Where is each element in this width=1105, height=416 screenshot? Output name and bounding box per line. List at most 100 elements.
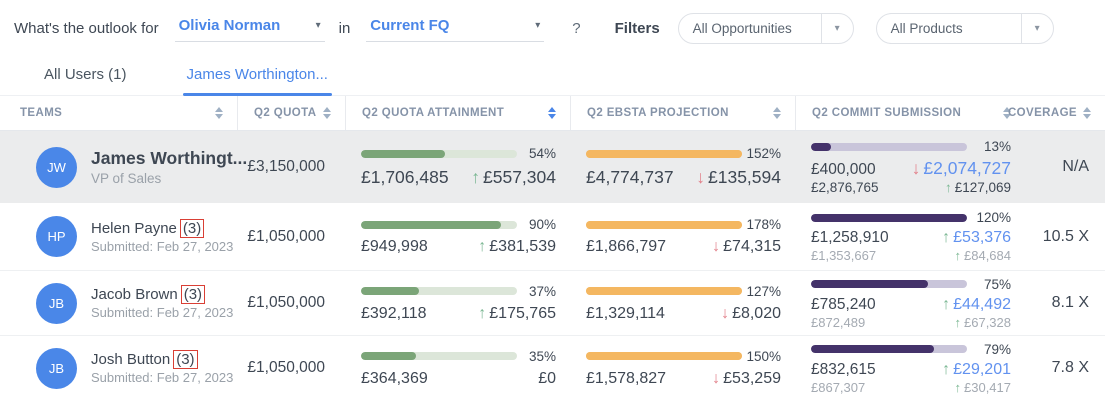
q2-commit-submission-cell: 120% £1,258,910 ↑ £53,376 £1,353,667 ↑ £84… [795,210,1025,263]
projection-delta: £8,020 [732,304,781,322]
tab-james-worthington[interactable]: James Worthington... [182,66,333,96]
opportunities-filter[interactable]: All Opportunities ▾ [677,12,854,44]
member-subtitle: Submitted: Feb 27, 2023 [91,305,234,320]
projection-delta: £135,594 [708,167,781,187]
commit-secondary-value: £2,876,765 [811,180,879,195]
arrow-up-icon: ↑ [954,379,962,395]
arrow-up-icon: ↑ [954,314,962,330]
projection-progress-bar [586,287,742,295]
attainment-percent: 90% [528,217,556,232]
team-cell: JB Josh Button (3) Submitted: Feb 27, 202… [0,347,237,389]
column-header-q2-quota[interactable]: Q2 Quota [237,96,345,130]
coverage-value: 8.1 X [1051,294,1089,311]
arrow-down-icon: ↓ [911,158,921,178]
commit-secondary-delta: £67,328 [964,314,1011,330]
commit-secondary-value: £867,307 [811,379,866,395]
commit-secondary-delta: £127,069 [954,180,1011,195]
submission-count-annotation: (3) [173,350,198,369]
attainment-percent: 35% [528,348,556,364]
avatar: JW [36,146,77,188]
avatar: JB [36,282,77,324]
projection-value: £4,774,737 [586,167,674,187]
column-header-q2-quota-attainment[interactable]: Q2 Quota Attainment [345,96,570,130]
team-cell: HP Helen Payne (3) Submitted: Feb 27, 202… [0,216,237,257]
attainment-value: £392,118 [361,304,427,322]
user-select-value: Olivia Norman [178,16,281,34]
commit-percent: 79% [983,341,1011,357]
commit-value: £832,615 [811,360,876,378]
projection-value: £1,329,114 [586,304,665,322]
attainment-delta: £381,539 [489,238,556,255]
commit-percent: 13% [983,139,1011,154]
commit-progress-bar [811,345,967,353]
outlook-question-prefix: What's the outlook for [14,19,159,37]
chevron-down-icon: ▾ [834,22,840,34]
column-header-q2-commit-submission[interactable]: Q2 Commit Submission [795,96,1025,130]
arrow-down-icon: ↓ [696,167,705,187]
commit-delta: £29,201 [953,360,1011,378]
question-mark: ? [572,19,581,37]
commit-delta: £53,376 [953,229,1011,246]
attainment-value: £949,998 [361,238,428,255]
submission-count-annotation: (3) [179,218,205,238]
q2-quota-attainment-cell: 35% £364,369 £0 [345,349,570,388]
attainment-percent: 54% [528,146,556,161]
arrow-up-icon: ↑ [478,304,487,322]
q2-quota-value: £1,050,000 [247,227,325,245]
attainment-progress-bar [361,287,517,295]
in-label: in [338,19,351,37]
q2-commit-submission-cell: 79% £832,615 ↑ £29,201 £867,307 ↑ £30,417 [795,342,1025,395]
table-row[interactable]: JB Josh Button (3) Submitted: Feb 27, 202… [0,335,1105,400]
period-select[interactable]: Current FQ ▾ [366,15,545,42]
chevron-down-icon: ▾ [315,19,321,31]
attainment-delta: £0 [538,369,556,387]
projection-progress-bar [586,352,742,360]
coverage-value: 7.8 X [1051,359,1089,376]
member-subtitle: VP of Sales [91,171,162,186]
sort-icon[interactable] [215,107,223,119]
attainment-progress-bar [361,220,517,229]
commit-delta: £2,074,727 [923,158,1011,178]
sort-icon[interactable] [1083,107,1091,119]
commit-value: £785,240 [811,295,876,313]
table-row[interactable]: JB Jacob Brown (3) Submitted: Feb 27, 202… [0,270,1105,335]
user-select[interactable]: Olivia Norman ▾ [174,15,325,42]
tab-all-users[interactable]: All Users (1) [44,66,127,83]
arrow-up-icon: ↑ [478,238,487,255]
outlook-toolbar: What's the outlook for Olivia Norman ▾ i… [0,0,1105,56]
sort-icon-active[interactable] [548,107,556,119]
attainment-value: £1,706,485 [361,167,449,187]
sort-icon[interactable] [1003,107,1011,119]
projection-percent: 127% [746,283,781,299]
column-header-q2-ebsta-projection[interactable]: Q2 Ebsta Projection [570,96,795,130]
q2-commit-submission-cell: 75% £785,240 ↑ £44,492 £872,489 ↑ £67,328 [795,277,1025,330]
opportunities-filter-value: All Opportunities [692,20,792,36]
table-row[interactable]: JW James Worthingt... VP of Sales £3,150… [0,131,1105,203]
column-header-teams[interactable]: Teams [0,96,237,130]
arrow-down-icon: ↓ [712,369,721,387]
arrow-up-icon: ↑ [942,229,951,246]
table-row[interactable]: HP Helen Payne (3) Submitted: Feb 27, 202… [0,203,1105,270]
products-filter[interactable]: All Products ▾ [875,12,1054,44]
coverage-value: 10.5 X [1042,227,1089,245]
commit-secondary-value: £1,353,667 [811,248,877,263]
chevron-down-icon: ▾ [535,19,541,31]
arrow-up-icon: ↑ [944,180,952,195]
member-name: Jacob Brown [91,286,178,303]
projection-delta: £53,259 [723,369,781,387]
divider [1020,13,1022,43]
q2-quota-value: £1,050,000 [247,294,325,311]
member-name: James Worthingt... [91,148,248,168]
sort-icon[interactable] [773,107,781,119]
member-name: Helen Payne [91,219,177,237]
projection-delta: £74,315 [723,238,781,255]
commit-progress-bar [811,280,967,288]
projection-percent: 152% [746,146,781,161]
column-header-coverage[interactable]: Coverage [1008,96,1105,130]
commit-value: £400,000 [811,161,876,178]
sort-icon[interactable] [323,107,331,119]
q2-ebsta-projection-cell: 152% £4,774,737 ↓ £135,594 [570,146,795,188]
q2-quota-attainment-cell: 37% £392,118 ↑ £175,765 [345,284,570,323]
attainment-progress-bar [361,149,517,158]
q2-quota-attainment-cell: 54% £1,706,485 ↑ £557,304 [345,146,570,188]
